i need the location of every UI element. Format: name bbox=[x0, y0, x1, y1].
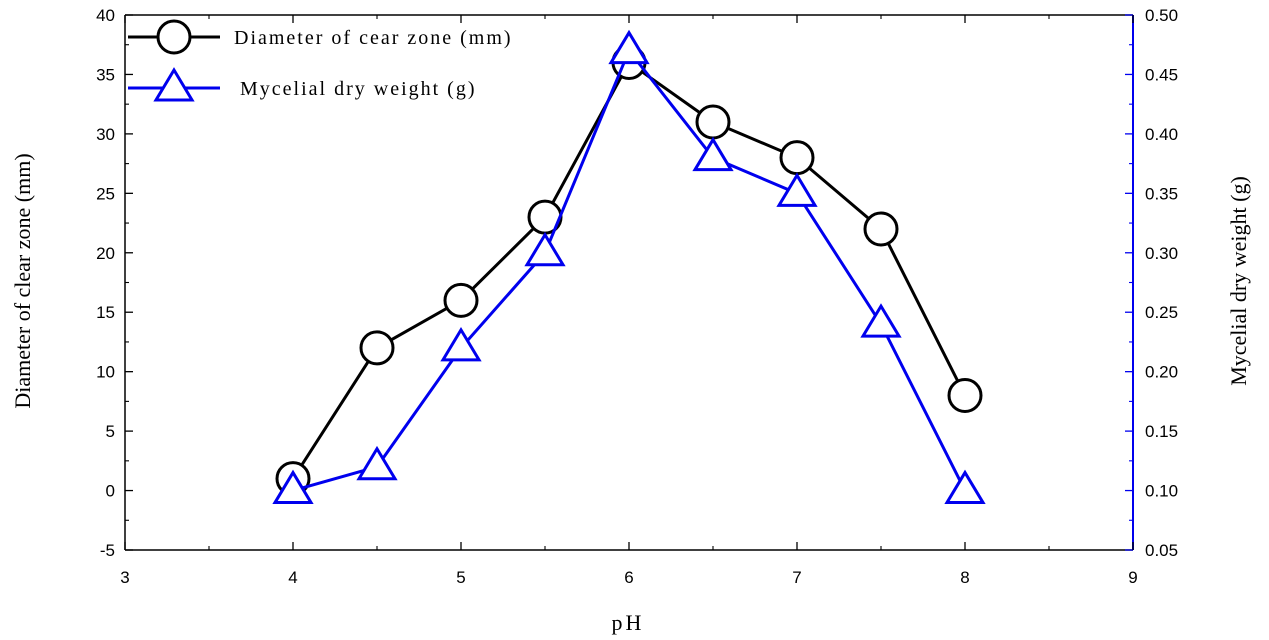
right-y-axis-title: Mycelial dry weight (g) bbox=[1226, 176, 1251, 386]
right-tick-label: 0.25 bbox=[1145, 303, 1178, 322]
data-point-triangle bbox=[692, 136, 734, 172]
legend-label: Diameter of cear zone (mm) bbox=[234, 27, 513, 49]
x-axis: 3 4 5 6 7 8 9 bbox=[120, 15, 1138, 587]
legend-label: Mycelial dry weight (g) bbox=[240, 78, 477, 100]
data-point-triangle bbox=[524, 231, 566, 267]
data-point-triangle bbox=[608, 29, 650, 65]
left-y-axis-title: Diameter of clear zone (mm) bbox=[10, 153, 35, 408]
data-point-circle bbox=[779, 140, 815, 176]
data-point-triangle bbox=[944, 469, 986, 505]
series-layer bbox=[272, 29, 986, 505]
series-line bbox=[292, 47, 967, 492]
data-point-triangle bbox=[860, 303, 902, 338]
left-y-axis: -5 0 5 10 15 20 25 30 35 40 bbox=[96, 6, 133, 560]
data-point-triangle bbox=[272, 469, 314, 505]
legend-marker-circle bbox=[156, 19, 192, 55]
data-point-circle bbox=[947, 377, 983, 413]
x-axis-title: pH bbox=[612, 610, 645, 635]
data-point-circle bbox=[695, 104, 731, 140]
left-tick-label: 5 bbox=[106, 422, 115, 441]
right-tick-label: 0.05 bbox=[1145, 541, 1178, 560]
x-tick-label: 9 bbox=[1128, 568, 1137, 587]
left-tick-label: 20 bbox=[96, 244, 115, 263]
data-point-triangle bbox=[776, 172, 818, 207]
right-tick-label: 0.45 bbox=[1145, 65, 1178, 84]
left-tick-label: 0 bbox=[106, 482, 115, 501]
x-tick-label: 3 bbox=[120, 568, 129, 587]
x-tick-label: 4 bbox=[288, 568, 297, 587]
right-tick-label: 0.15 bbox=[1145, 422, 1178, 441]
right-tick-label: 0.50 bbox=[1145, 6, 1178, 25]
right-y-axis: 0.05 0.10 0.15 0.20 0.25 0.30 0.35 0.40 0.45 0.50 bbox=[1125, 6, 1178, 560]
x-tick-label: 8 bbox=[960, 568, 969, 587]
left-tick-label: -5 bbox=[100, 541, 115, 560]
x-tick-label: 5 bbox=[456, 568, 465, 587]
series-2 bbox=[272, 29, 986, 505]
left-tick-label: 30 bbox=[96, 125, 115, 144]
right-tick-label: 0.35 bbox=[1145, 184, 1178, 203]
x-tick-label: 6 bbox=[624, 568, 633, 587]
legend: Diameter of cear zone (mm) Mycelial dry w… bbox=[128, 19, 513, 102]
data-point-circle bbox=[359, 330, 395, 366]
left-tick-label: 25 bbox=[96, 184, 115, 203]
left-tick-label: 15 bbox=[96, 303, 115, 322]
x-tick-label: 7 bbox=[792, 568, 801, 587]
right-tick-label: 0.30 bbox=[1145, 244, 1178, 263]
data-point-circle bbox=[863, 211, 899, 247]
right-tick-label: 0.20 bbox=[1145, 363, 1178, 382]
legend-item-2: Mycelial dry weight (g) bbox=[128, 67, 477, 102]
right-tick-label: 0.40 bbox=[1145, 125, 1178, 144]
right-tick-label: 0.10 bbox=[1145, 482, 1178, 501]
legend-item-1: Diameter of cear zone (mm) bbox=[128, 19, 513, 55]
data-point-circle bbox=[443, 282, 479, 318]
data-point-triangle bbox=[356, 445, 398, 481]
series-line bbox=[291, 60, 967, 480]
left-tick-label: 10 bbox=[96, 363, 115, 382]
legend-marker-triangle bbox=[153, 67, 195, 102]
data-point-triangle bbox=[440, 326, 482, 362]
left-tick-label: 40 bbox=[96, 6, 115, 25]
series-1 bbox=[275, 45, 983, 497]
left-tick-label: 35 bbox=[96, 65, 115, 84]
